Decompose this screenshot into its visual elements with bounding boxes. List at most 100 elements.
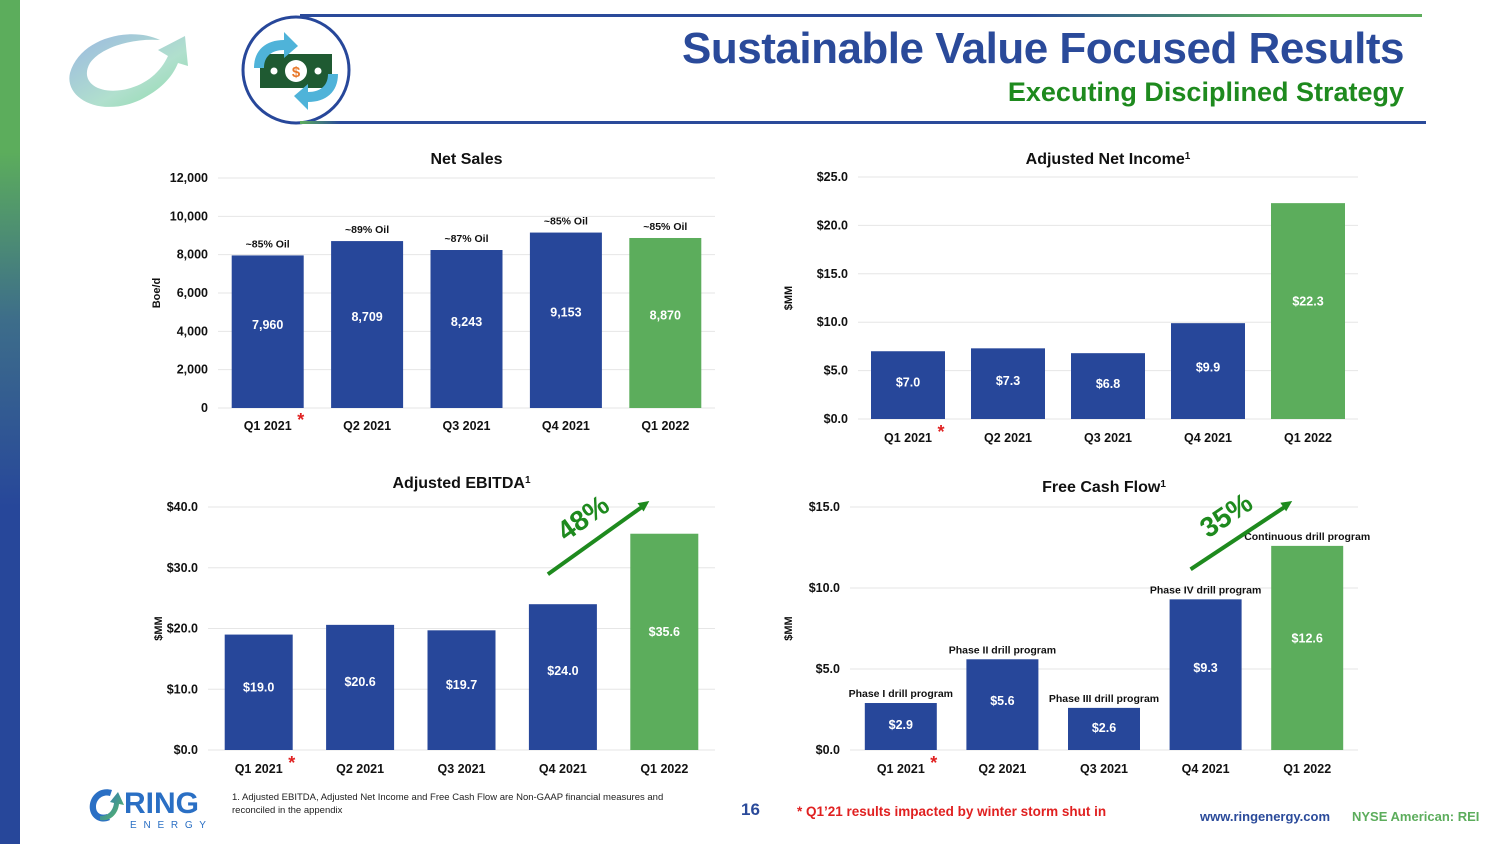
x-tick-label: Q4 2021 [542,419,590,433]
growth-arrow-icon [1189,501,1293,572]
x-tick-label: Q1 2021 [244,419,292,433]
y-axis-label: Boe/d [151,278,163,309]
bar-q3-2021 [1068,707,1140,750]
chart-adjusted-net-income: Adjusted Net Income1 $MM $0.0 $5.0 $10.0 $15.… [770,140,1380,450]
bar-value-label: 9,153 [550,306,581,320]
chart-title: Free Cash Flow1 [1042,479,1166,497]
bar-value-label: $6.8 [1096,377,1120,391]
x-tick-label: Q2 2021 [343,419,391,433]
y-tick-label: 10,000 [170,209,208,223]
asterisk-marker: * [297,410,304,430]
x-tick-label: Q1 2022 [1284,431,1332,445]
logo-wordmark: RING [124,787,199,820]
bar-value-label: $9.3 [1193,661,1217,675]
bar-annotation: ~89% Oil [345,224,389,236]
y-tick-label: $0.0 [824,412,848,426]
asterisk-marker: * [937,422,944,442]
bar-q1-2022 [629,237,702,408]
chart-title: Adjusted Net Income1 [1026,151,1191,169]
bar-value-label: 7,960 [252,318,283,332]
bar-value-label: $7.3 [996,374,1020,388]
x-tick-label: Q1 2021 [877,762,925,776]
x-tick-label: Q2 2021 [984,431,1032,445]
bar-q4-2021 [529,232,602,408]
chart-adjusted-ebitda-svg: Adjusted EBITDA1 $MM $0.0 $10.0 $20.0 $30.0 $4… [153,475,715,776]
chart-title: Net Sales [430,151,502,168]
bar-q1-2022 [630,533,699,750]
y-tick-label: $20.0 [167,622,198,636]
bar-q4-2021 [1169,599,1242,750]
y-tick-label: $0.0 [816,743,840,757]
x-tick-label: Q4 2021 [1184,431,1232,445]
y-tick-label: $10.0 [167,682,198,696]
x-tick-label: Q3 2021 [1084,431,1132,445]
asterisk-marker: * [288,753,295,773]
y-tick-label: $15.0 [817,267,848,281]
bar-value-label: $35.6 [649,625,680,639]
chart-adjusted-net-income-svg: Adjusted Net Income1 $MM $0.0 $5.0 $10.0 $15.… [783,151,1358,445]
growth-percent-label: 48% [551,489,615,547]
page-subtitle: Executing Disciplined Strategy [1007,77,1404,107]
asterisk-marker: * [930,753,937,773]
bar-value-label: 8,709 [351,310,382,324]
bar-q1-2022 [1271,545,1344,750]
bar-q1-2021 [231,255,304,408]
x-tick-label: Q1 2022 [641,419,689,433]
y-tick-label: $20.0 [817,218,848,232]
website-link[interactable]: www.ringenergy.com [1200,809,1331,824]
bar-annotation: Phase II drill program [949,644,1056,656]
growth-arrow-shaft [1189,504,1288,572]
y-tick-label: $10.0 [817,315,848,329]
page-title: Sustainable Value Focused Results [682,24,1404,73]
logo-subtext: E N E R G Y [130,820,208,830]
y-tick-label: 4,000 [177,324,208,338]
bar-value-label: $2.6 [1092,721,1116,735]
growth-arrow-icon [546,501,650,576]
bar-q1-2021 [864,703,937,750]
bar-q3-2021 [1071,353,1145,419]
x-tick-label: Q2 2021 [336,762,384,776]
chart-free-cash-flow-svg: Free Cash Flow1 $MM $0.0 $5.0 $10.0 $15.0 $2.9… [783,479,1370,777]
x-tick-label: Q3 2021 [438,762,486,776]
bar-value-label: $2.9 [889,718,913,732]
money-cycle-icon: $ [241,15,351,125]
bar-q4-2021 [1171,323,1245,419]
bar-value-label: $20.6 [344,675,375,689]
y-tick-label: $5.0 [816,662,840,676]
chart-title: Adjusted EBITDA1 [392,475,530,493]
bar-value-label: 8,243 [451,315,482,329]
bar-value-label: $22.3 [1292,294,1323,308]
y-tick-label: $30.0 [167,561,198,575]
bar-value-label: $24.0 [547,664,578,678]
bar-q1-2022 [1271,203,1345,419]
header-top-rule [300,14,1422,17]
bar-q1-2021 [224,634,293,750]
x-tick-label: Q2 2021 [978,762,1026,776]
title-superscript: 1 [1185,151,1191,162]
page-number: 16 [741,800,760,819]
chart-net-sales: Net Sales Boe/d 0 2,000 4,000 6,000 8,000 10,00… [140,140,720,440]
growth-arrow-head [637,501,650,512]
x-tick-label: Q3 2021 [1080,762,1128,776]
bar-annotation: Continuous drill program [1244,531,1370,543]
y-axis-label: $MM [783,286,795,310]
footnote: 1. Adjusted EBITDA, Adjusted Net Income … [232,792,664,816]
y-tick-label: $25.0 [817,170,848,184]
ring-energy-logo: RING E N E R G Y [89,787,208,830]
title-superscript: 1 [525,475,531,486]
bar-value-label: $12.6 [1292,632,1323,646]
bar-annotation: ~85% Oil [643,221,687,233]
y-tick-label: $0.0 [174,743,198,757]
bar-q4-2021 [528,604,597,750]
y-tick-label: $5.0 [824,364,848,378]
y-tick-label: $10.0 [809,581,840,595]
x-tick-label: Q1 2021 [884,431,932,445]
y-tick-label: 0 [201,401,208,415]
x-tick-label: Q1 2022 [1283,762,1331,776]
bar-q1-2021 [871,351,945,419]
stock-ticker: NYSE American: REI [1352,809,1480,824]
side-accent-bar [0,0,20,844]
x-tick-label: Q1 2021 [235,762,283,776]
chart-net-sales-svg: Net Sales Boe/d 0 2,000 4,000 6,000 8,000 10,00… [151,151,715,433]
bar-q2-2021 [971,348,1045,419]
